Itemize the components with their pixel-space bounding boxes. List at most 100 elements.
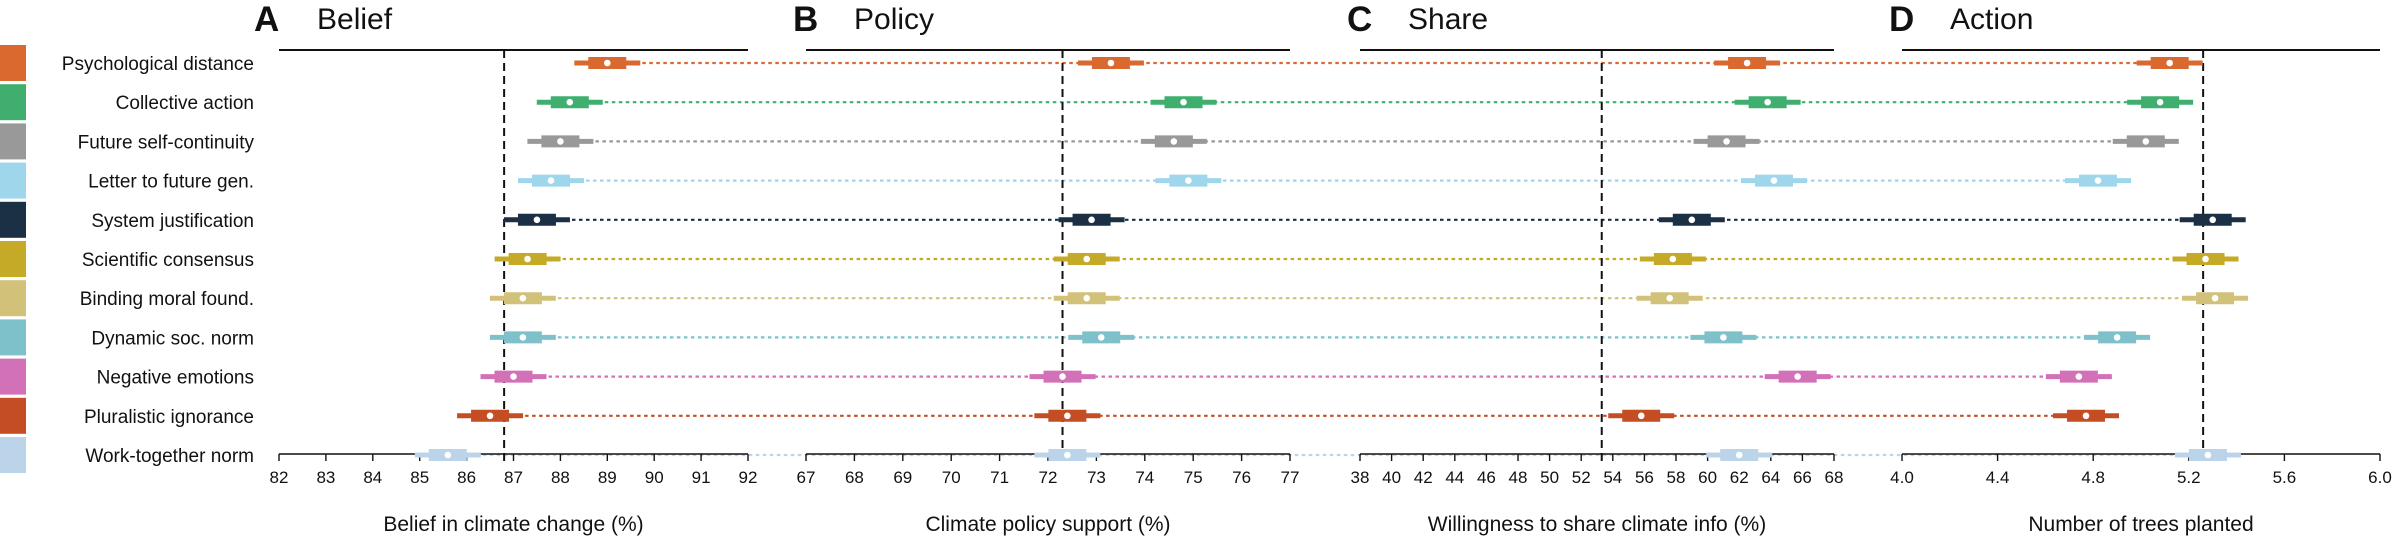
x-tick-label: 72 <box>1039 468 1058 487</box>
legend-label: Psychological distance <box>62 54 254 75</box>
point-estimate <box>1064 451 1071 459</box>
x-tick-label: 75 <box>1184 468 1203 487</box>
x-tick-label: 85 <box>410 468 429 487</box>
point-estimate <box>1083 255 1091 263</box>
x-tick-label: 90 <box>645 468 664 487</box>
x-axis-label: Belief in climate change (%) <box>383 513 643 536</box>
point-estimate <box>1083 294 1091 302</box>
point-estimate <box>1743 59 1751 67</box>
legend-swatch <box>0 45 26 81</box>
legend-swatch <box>0 280 26 317</box>
point-estimate <box>2166 59 2173 67</box>
legend-label: System justification <box>91 211 254 232</box>
point-estimate <box>444 451 452 459</box>
x-tick-label: 58 <box>1667 468 1686 487</box>
markers-action <box>2045 57 2249 461</box>
x-axis-label: Number of trees planted <box>2028 513 2253 536</box>
point-estimate <box>1770 177 1778 184</box>
x-tick-label: 84 <box>363 468 382 487</box>
legend-swatch <box>0 84 26 121</box>
point-estimate <box>1064 412 1071 420</box>
point-estimate <box>2142 138 2150 145</box>
legend-label: Pluralistic ignorance <box>84 407 254 428</box>
point-estimate <box>566 98 574 106</box>
legend-label: Letter to future gen. <box>88 172 254 193</box>
x-tick-label: 69 <box>893 468 912 487</box>
point-estimate <box>1107 59 1115 67</box>
point-estimate <box>2156 98 2164 106</box>
panel-policy: B Policy 67 68 69 70 71 72 73 74 75 76 77 Climate pol… <box>793 0 1299 536</box>
point-estimate <box>2082 412 2090 420</box>
panel-belief: A Belief 82 83 84 85 86 87 88 89 90 91 92 Belief in c… <box>254 0 757 536</box>
x-tick-label: 66 <box>1793 468 1812 487</box>
point-estimate <box>547 177 555 184</box>
x-tick-label: 40 <box>1382 468 1401 487</box>
legend-swatch <box>0 319 26 356</box>
point-estimate <box>1666 294 1673 302</box>
x-tick-label: 91 <box>692 468 711 487</box>
point-estimate <box>1735 451 1743 459</box>
markers-belief <box>414 57 641 461</box>
x-tick-label: 54 <box>1603 468 1622 487</box>
legend-swatch <box>0 201 26 238</box>
x-tick-label: 48 <box>1509 468 1528 487</box>
legend-swatch <box>0 162 26 199</box>
x-tick-label: 4.0 <box>1890 468 1914 487</box>
legend-swatch <box>0 397 26 434</box>
point-estimate <box>1088 216 1095 224</box>
point-estimate <box>1185 177 1192 184</box>
x-tick-label: 38 <box>1351 468 1370 487</box>
panel-title: Policy <box>854 3 934 36</box>
legend-label: Future self-continuity <box>78 132 255 153</box>
point-estimate <box>1170 138 1178 145</box>
point-estimate <box>604 59 611 67</box>
x-tick-label: 89 <box>598 468 617 487</box>
x-tick-label: 71 <box>990 468 1009 487</box>
legend-swatch <box>0 241 26 277</box>
panel-action: D Action 4.0 4.4 4.8 5.2 5.6 6.0 Number of trees… <box>1889 0 2392 536</box>
legend-label: Binding moral found. <box>80 289 254 310</box>
legend-label: Work-together norm <box>85 446 254 467</box>
x-tick-label: 50 <box>1540 468 1559 487</box>
x-tick-label: 82 <box>270 468 289 487</box>
legend-swatch <box>0 437 26 473</box>
x-tick-label: 74 <box>1135 468 1154 487</box>
x-tick-label: 67 <box>797 468 816 487</box>
point-estimate <box>2211 294 2219 302</box>
x-axis-label: Willingness to share climate info (%) <box>1428 513 1766 536</box>
chart-panels: A Belief 82 83 84 85 86 87 88 89 90 91 92 Belief in c… <box>254 0 2392 536</box>
x-tick-label: 68 <box>845 468 864 487</box>
point-estimate <box>1794 373 1801 380</box>
x-tick-label: 56 <box>1635 468 1654 487</box>
x-axis-label: Climate policy support (%) <box>925 513 1170 536</box>
point-estimate <box>557 138 564 145</box>
point-estimate <box>1180 98 1187 106</box>
markers-policy <box>1029 57 1222 461</box>
point-estimate <box>533 216 541 224</box>
point-estimate <box>1688 216 1696 224</box>
panel-title: Share <box>1408 3 1488 36</box>
point-estimate <box>1097 334 1105 341</box>
point-estimate <box>2204 451 2212 459</box>
condition-connectors <box>447 61 2216 457</box>
x-tick-label: 42 <box>1414 468 1433 487</box>
x-tick-label: 70 <box>942 468 961 487</box>
point-estimate <box>510 373 517 380</box>
x-tick-label: 5.2 <box>2177 468 2201 487</box>
x-tick-label: 4.4 <box>1986 468 2010 487</box>
point-estimate <box>1764 98 1771 106</box>
panel-letter: C <box>1347 0 1372 39</box>
legend-label: Dynamic soc. norm <box>91 328 254 349</box>
legend-label: Scientific consensus <box>82 250 254 271</box>
point-estimate <box>524 255 531 263</box>
legend-label: Collective action <box>116 93 254 114</box>
x-tick-label: 83 <box>316 468 335 487</box>
panel-letter: D <box>1889 0 1914 39</box>
point-estimate <box>1637 412 1645 420</box>
point-estimate <box>1720 334 1727 341</box>
x-tick-label: 64 <box>1761 468 1780 487</box>
x-tick-label: 52 <box>1572 468 1591 487</box>
condition-legend: Psychological distance Collective action F… <box>0 45 254 473</box>
panel-title: Belief <box>317 3 393 36</box>
x-tick-label: 87 <box>504 468 523 487</box>
